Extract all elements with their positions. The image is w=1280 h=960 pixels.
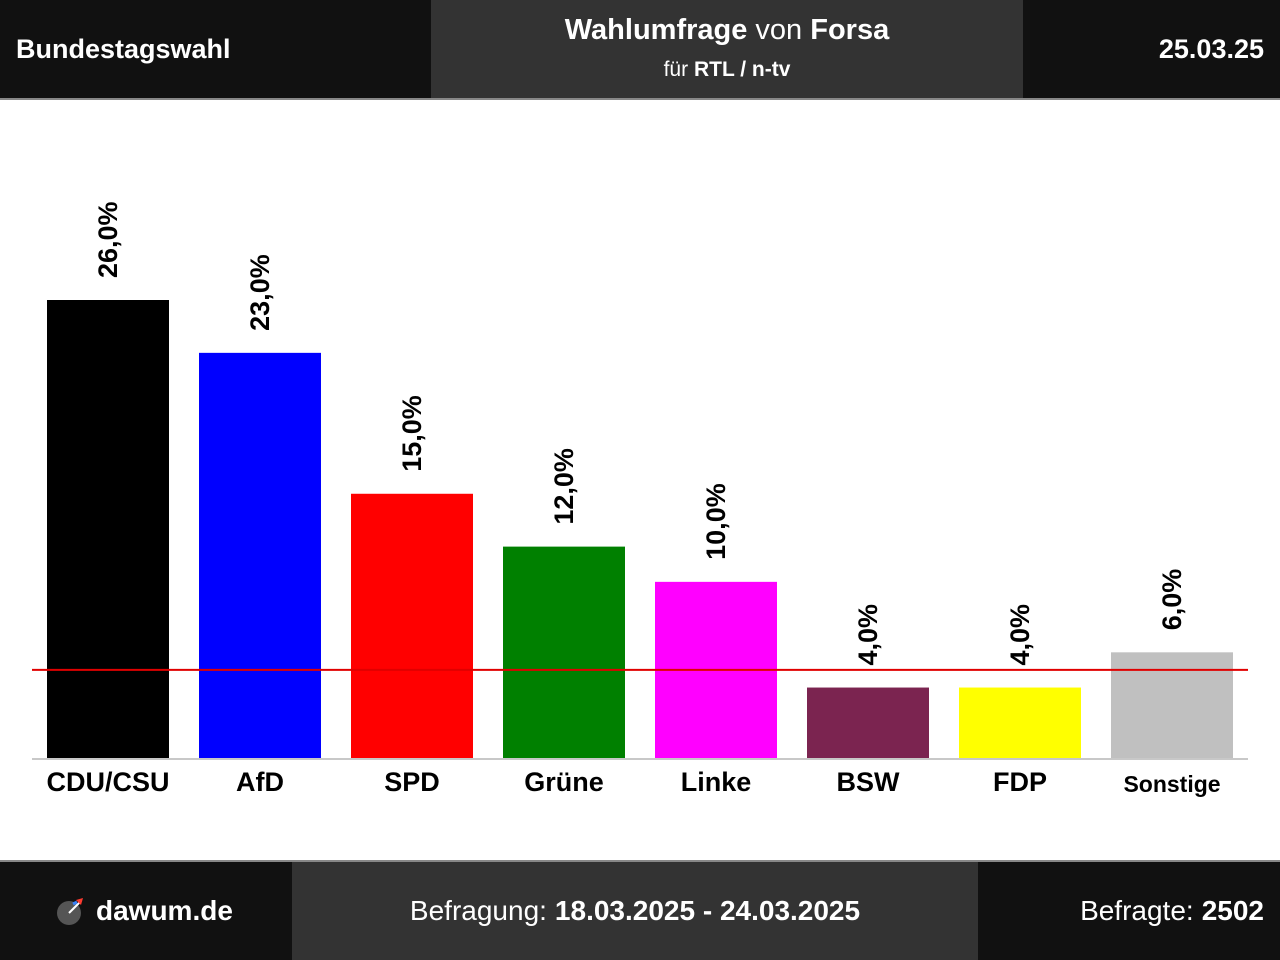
value-label-bsw: 4,0% [853,604,883,666]
poll-client: RTL / n-tv [693,58,791,81]
bar-bsw [807,687,929,758]
bar-cdu-csu [47,300,169,758]
brand[interactable]: dawum.de [56,862,233,960]
poll-bar-chart: 26,0% CDU/CSU 23,0% AfD 15,0% SPD 12,0% Grüne 10… [32,201,1248,797]
header-bar: Bundestagswahl Wahlumfrage von Forsa für… [0,0,1280,100]
value-label-cdu-csu: 26,0% [93,201,123,278]
respondents-label: Befragte: [1080,895,1194,926]
brand-name: dawum.de [96,895,233,926]
value-label-fdp: 4,0% [1005,604,1035,666]
category-label-bsw: BSW [837,767,901,797]
survey-period-value: 18.03.2025 - 24.03.2025 [554,895,861,926]
category-label-sonstige: Sonstige [1123,771,1220,797]
respondents: Befragte: 2502 [1080,862,1264,960]
poll-institute: Forsa [810,14,890,46]
poll-title-von: von [755,14,803,46]
category-label-cdu-csu: CDU/CSU [46,767,169,797]
bar-gr-ne [503,546,625,758]
value-label-linke: 10,0% [701,483,731,560]
value-label-afd: 23,0% [245,254,275,331]
survey-period-label: Befragung: [409,895,547,926]
poll-date: 25.03.25 [1158,33,1264,64]
bar-spd [351,493,473,758]
poll-title: Wahlumfrage von Forsa [431,14,1023,47]
category-label-spd: SPD [384,767,440,797]
respondents-value: 2502 [1201,895,1264,926]
bar-sonstige [1111,652,1233,758]
category-label-fdp: FDP [993,767,1047,797]
poll-title-bold: Wahlumfrage [564,14,748,46]
value-label-gr-ne: 12,0% [549,448,579,525]
value-label-spd: 15,0% [397,395,427,472]
dawum-logo-icon [57,898,83,925]
survey-period: Befragung: 18.03.2025 - 24.03.2025 [292,862,978,960]
category-label-linke: Linke [681,767,752,797]
poll-client-line: für RTL / n-tv [431,58,1023,82]
election-name: Bundestagswahl [16,33,231,64]
bar-fdp [959,687,1081,758]
value-label-sonstige: 6,0% [1157,569,1187,631]
poll-client-fuer: für [663,58,689,81]
footer-bar: dawum.de Befragung: 18.03.2025 - 24.03.2… [0,860,1280,960]
bar-afd [199,352,321,758]
category-label-afd: AfD [236,767,284,797]
header-title-panel: Wahlumfrage von Forsa für RTL / n-tv [431,0,1023,98]
category-label-gr-ne: Grüne [524,767,604,797]
